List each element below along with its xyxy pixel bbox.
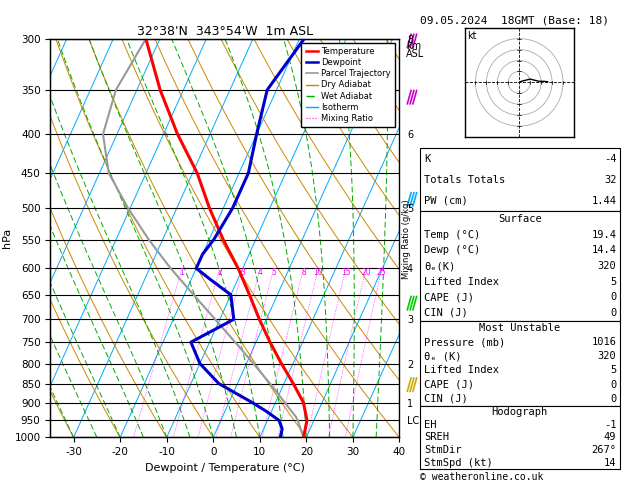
Text: SREH: SREH: [424, 433, 449, 442]
Text: 5: 5: [610, 277, 616, 287]
Text: © weatheronline.co.uk: © weatheronline.co.uk: [420, 472, 543, 482]
Text: Lifted Index: Lifted Index: [424, 365, 499, 375]
Text: -4: -4: [604, 154, 616, 164]
Text: 3: 3: [240, 268, 245, 278]
Text: Dewp (°C): Dewp (°C): [424, 245, 480, 256]
Text: StmDir: StmDir: [424, 445, 462, 455]
Text: 32: 32: [604, 175, 616, 185]
Text: 10: 10: [313, 268, 323, 278]
Legend: Temperature, Dewpoint, Parcel Trajectory, Dry Adiabat, Wet Adiabat, Isotherm, Mi: Temperature, Dewpoint, Parcel Trajectory…: [301, 43, 395, 127]
Text: PW (cm): PW (cm): [424, 196, 468, 206]
Text: 320: 320: [598, 351, 616, 361]
Text: Temp (°C): Temp (°C): [424, 230, 480, 240]
Text: CAPE (J): CAPE (J): [424, 380, 474, 390]
X-axis label: Dewpoint / Temperature (°C): Dewpoint / Temperature (°C): [145, 463, 305, 473]
Text: 267°: 267°: [591, 445, 616, 455]
Text: -1: -1: [604, 420, 616, 430]
Text: Mixing Ratio (g/kg): Mixing Ratio (g/kg): [402, 200, 411, 279]
Text: EH: EH: [424, 420, 437, 430]
Text: θₑ(K): θₑ(K): [424, 261, 455, 271]
Text: 320: 320: [598, 261, 616, 271]
Text: ASL: ASL: [406, 49, 424, 59]
Y-axis label: hPa: hPa: [2, 228, 12, 248]
Text: Totals Totals: Totals Totals: [424, 175, 505, 185]
Text: kt: kt: [467, 31, 476, 41]
Text: 25: 25: [377, 268, 387, 278]
Text: K: K: [424, 154, 430, 164]
Text: 0: 0: [610, 292, 616, 302]
Text: 14.4: 14.4: [591, 245, 616, 256]
Text: 1016: 1016: [591, 337, 616, 347]
Title: 32°38'N  343°54'W  1m ASL: 32°38'N 343°54'W 1m ASL: [136, 25, 313, 38]
Text: 20: 20: [361, 268, 370, 278]
Text: 15: 15: [341, 268, 350, 278]
Text: km: km: [406, 41, 421, 52]
Text: StmSpd (kt): StmSpd (kt): [424, 458, 493, 468]
Text: 09.05.2024  18GMT (Base: 18): 09.05.2024 18GMT (Base: 18): [420, 16, 609, 26]
Text: 19.4: 19.4: [591, 230, 616, 240]
Text: 2: 2: [218, 268, 222, 278]
Text: Surface: Surface: [498, 214, 542, 224]
Text: 8: 8: [301, 268, 306, 278]
Text: 0: 0: [610, 308, 616, 318]
Text: Most Unstable: Most Unstable: [479, 323, 560, 333]
Text: θₑ (K): θₑ (K): [424, 351, 462, 361]
Text: 14: 14: [604, 458, 616, 468]
Text: CIN (J): CIN (J): [424, 394, 468, 404]
Text: 49: 49: [604, 433, 616, 442]
Text: 4: 4: [258, 268, 263, 278]
Text: Pressure (mb): Pressure (mb): [424, 337, 505, 347]
Text: Lifted Index: Lifted Index: [424, 277, 499, 287]
Text: CIN (J): CIN (J): [424, 308, 468, 318]
Text: 0: 0: [610, 394, 616, 404]
Text: 0: 0: [610, 380, 616, 390]
Text: 1.44: 1.44: [591, 196, 616, 206]
Text: CAPE (J): CAPE (J): [424, 292, 474, 302]
Text: 1: 1: [180, 268, 184, 278]
Text: 5: 5: [271, 268, 276, 278]
Text: 5: 5: [610, 365, 616, 375]
Text: Hodograph: Hodograph: [492, 407, 548, 417]
